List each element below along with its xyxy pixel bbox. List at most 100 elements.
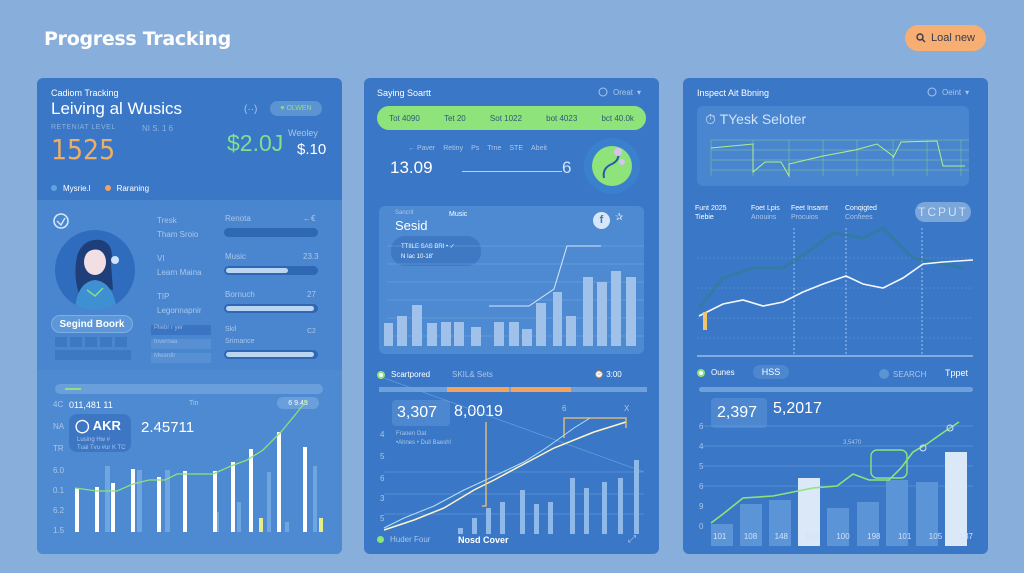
task-item[interactable]: TIP Legonnapnir — [157, 292, 202, 315]
column-header[interactable]: Feet Insamt Procuios — [791, 205, 828, 221]
skill-progress[interactable] — [224, 304, 318, 313]
tool-icon[interactable] — [70, 337, 82, 347]
legend: Mysrie.l Raraning — [51, 184, 149, 193]
akr-chart-card: 011,481 11 Tin 6 9.48 ◯ AKR 2.45711 Lusi… — [37, 370, 342, 554]
search-icon — [879, 369, 889, 379]
filter-pill[interactable]: bot 4023 — [546, 113, 578, 123]
value-box — [392, 400, 450, 426]
footer-left[interactable]: Huder Four — [377, 535, 430, 544]
kpi-box — [69, 414, 131, 452]
skill-label: Music — [225, 252, 246, 261]
skill-value: ←€ — [303, 214, 316, 223]
stat-slider[interactable] — [462, 171, 562, 172]
tool-icon[interactable] — [85, 337, 97, 347]
chart-scroll-track[interactable] — [55, 384, 323, 394]
kpi-note: Lusing Hw # Tual Tvu #ur K TC — [77, 437, 126, 451]
side-button[interactable]: Mwardir — [151, 353, 211, 363]
stat-end: 6 — [562, 158, 572, 177]
tool-icon[interactable] — [55, 337, 67, 347]
profile-section: Segind Boork Tresk Tham Sroio VI Learn Mai… — [37, 200, 342, 370]
chevron-down-icon: ▾ — [965, 88, 970, 97]
search-icon — [927, 87, 937, 97]
tool-icon[interactable] — [100, 337, 112, 347]
panel-title: Leiving al Wusics — [51, 99, 183, 118]
chart-note: 3,5470 — [843, 440, 862, 446]
chevron-down-icon: ▾ — [637, 88, 642, 97]
task-item[interactable]: Tresk Tham Sroio — [157, 216, 199, 239]
status-dot-icon — [377, 536, 384, 543]
task-item[interactable]: VI Learn Maina — [157, 254, 202, 277]
value-1: 3,307 — [397, 404, 438, 421]
chat-icon: ◯ — [75, 418, 93, 433]
tab-ounes[interactable]: Ounes — [697, 368, 735, 377]
search-field[interactable]: SEARCH — [879, 369, 926, 379]
signal-icon: (··) — [244, 104, 258, 115]
time-display: ⌚ 3:00 — [594, 370, 622, 379]
right-label: Tppet — [945, 368, 969, 378]
column-header[interactable]: Funt 2025 Tiebie — [695, 205, 727, 221]
akr-bar-chart — [74, 399, 323, 532]
value-1: 2,397 — [717, 404, 758, 421]
value-2: 5,2017 — [773, 400, 822, 417]
filter-pill[interactable]: Tot 4090 — [389, 113, 420, 123]
metric-sub: NI S. 1 6 — [142, 124, 174, 133]
sesid-chart-card: Sancrit Sesid Music TTIILE SAS BRI • ✓ N … — [379, 206, 644, 354]
kpi-label: ◯ AKR — [75, 418, 121, 433]
icon-strip — [55, 350, 131, 360]
scartpored-line-chart — [383, 377, 645, 534]
panel-title: Saying Soartt — [377, 88, 432, 98]
side-button[interactable]: Pliebr r yer — [151, 325, 211, 335]
share-icon[interactable]: ✰ — [615, 212, 624, 223]
skill-progress[interactable] — [224, 350, 318, 359]
price-value: $2.0J — [227, 130, 284, 156]
expand-icon[interactable]: ⤢ — [628, 534, 636, 545]
tab-hss[interactable]: HSS — [753, 365, 789, 379]
task-selector-card: ⏱ TYesk Seloter — [697, 106, 969, 186]
radio-icon — [697, 368, 705, 377]
search-icon — [916, 33, 926, 43]
footer-right[interactable]: Nosd Cover — [458, 535, 509, 545]
chart-pill[interactable]: 6 9.48 — [277, 397, 319, 409]
skill-label: Renota — [225, 214, 251, 223]
ounes-bar-chart — [703, 421, 973, 546]
weekly-label: Weoley — [288, 128, 318, 138]
tab-scartpored[interactable]: Scartpored — [377, 370, 430, 379]
column-header[interactable]: Conqigted Confiees — [845, 205, 877, 221]
skill-value: C2 — [307, 328, 316, 335]
status-badge[interactable]: ♥ OLWEN — [270, 101, 322, 116]
icon-row — [55, 337, 127, 347]
filter-pill[interactable]: Sot 1022 — [489, 113, 522, 123]
search-icon — [598, 87, 608, 97]
skill-label: Skil — [225, 326, 237, 333]
legend-item: Mysrie.l — [51, 184, 91, 193]
progress-track[interactable] — [379, 387, 647, 392]
column-header[interactable]: Foet Lpis Anouins — [751, 205, 780, 221]
legend-dot-icon — [104, 185, 111, 191]
radio-icon — [377, 370, 385, 379]
filter-pill[interactable]: bct 40.0k — [601, 113, 634, 123]
skill-label: Bornuch — [225, 290, 255, 299]
skill-value: 23.3 — [303, 252, 319, 261]
big-value: 1525 — [51, 133, 116, 166]
panel-eyebrow: Cadiom Tracking — [51, 88, 119, 98]
legend-dot-icon — [51, 185, 57, 191]
panel-dropdown[interactable]: Oreat ▾ — [598, 87, 641, 98]
trend-line-chart — [697, 226, 974, 357]
panel-dropdown[interactable]: Oeint ▾ — [927, 87, 969, 98]
skill-progress[interactable] — [224, 266, 318, 275]
tab-skill-sets[interactable]: SKIL& Sets — [452, 370, 493, 379]
mascot-icon — [592, 146, 632, 186]
stat-value: 13.09 — [390, 158, 433, 177]
clock-icon: ⌚ — [594, 370, 607, 379]
chart-legend-note: Fraoen Oat •Ahnes • Dull Baesh! — [396, 431, 452, 446]
x-axis-labels: 101 108 148 100 100 198 101 105 137 — [713, 532, 973, 541]
progress-track[interactable] — [699, 387, 973, 392]
filter-pill-bar: Tot 4090 Tet 20 Sot 1022 bot 4023 bct 40… — [377, 106, 646, 130]
filter-pill[interactable]: Tet 20 — [443, 113, 466, 123]
side-button[interactable]: Invernaa — [151, 339, 211, 349]
info-icon[interactable]: f — [593, 212, 610, 229]
profile-button[interactable]: Segind Boork — [51, 315, 133, 333]
load-new-button[interactable]: Loal new — [905, 25, 986, 51]
tool-icon[interactable] — [115, 337, 127, 347]
value-2: 8,0019 — [454, 403, 503, 420]
